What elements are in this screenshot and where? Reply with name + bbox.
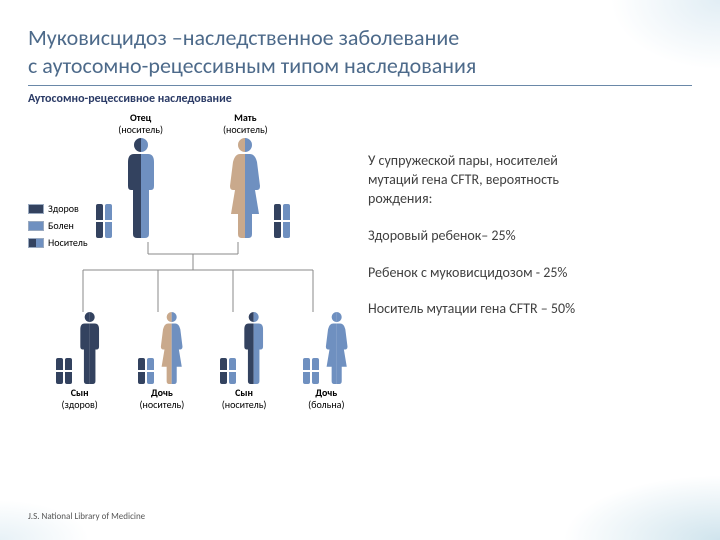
chromosome-pair — [303, 358, 319, 384]
legend-affected: Болен — [28, 219, 88, 232]
prob-healthy: Здоровый ребенок– 25% — [368, 227, 692, 246]
person-figure-male_healthy — [76, 312, 103, 384]
intro-text: У супружеской пары, носителей мутаций ге… — [368, 152, 692, 209]
chromosome-pair — [274, 204, 290, 238]
person-figure-female_affected — [323, 312, 350, 384]
decor-bottom-right — [550, 470, 720, 540]
chromosome-healthy — [274, 204, 281, 238]
chromosome-pair — [56, 358, 72, 384]
title-line-1: Муковисцидоз –наследственное заболевание — [28, 24, 692, 52]
page-title: Муковисцидоз –наследственное заболевание… — [28, 24, 692, 86]
diagram-heading: Аутосомно-рецессивное наследование — [28, 92, 358, 106]
chromosome-healthy — [220, 358, 227, 384]
child-label: Сын(носитель) — [222, 387, 267, 410]
parent-mother: Мать(носитель) — [223, 112, 290, 238]
child-3: Дочь(больна) — [303, 312, 350, 410]
chromosome-pair — [138, 358, 154, 384]
chromosome-pair — [96, 204, 112, 238]
connector-lines — [28, 242, 358, 312]
child-0: Сын(здоров) — [56, 312, 103, 410]
chromosome-pair — [220, 358, 236, 384]
child-label: Дочь(больна) — [308, 387, 344, 410]
chromosome-affected — [303, 358, 310, 384]
person-figure-female_carrier — [158, 312, 185, 384]
legend-healthy: Здоров — [28, 202, 88, 215]
chromosome-affected — [312, 358, 319, 384]
legend-label: Здоров — [48, 202, 79, 215]
legend-swatch — [28, 204, 44, 214]
person-figure-female_carrier — [226, 138, 264, 238]
inheritance-diagram: Аутосомно-рецессивное наследование Отец(… — [28, 92, 358, 410]
person-figure-male_carrier — [122, 138, 160, 238]
parent-label: Отец(носитель) — [118, 112, 163, 135]
child-2: Сын(носитель) — [220, 312, 267, 410]
title-line-2: с аутосомно-рецессивным типом наследован… — [28, 52, 692, 80]
parent-label: Мать(носитель) — [223, 112, 268, 135]
legend-label: Болен — [48, 219, 74, 232]
chromosome-healthy — [138, 358, 145, 384]
decor-top-right — [610, 0, 720, 70]
chromosome-healthy — [56, 358, 63, 384]
chromosome-affected — [229, 358, 236, 384]
parent-father: Отец(носитель) — [96, 112, 163, 238]
chromosome-affected — [105, 204, 112, 238]
chromosome-affected — [283, 204, 290, 238]
chromosome-affected — [147, 358, 154, 384]
child-label: Сын(здоров) — [62, 387, 98, 410]
child-label: Дочь(носитель) — [140, 387, 185, 410]
prob-carrier: Носитель мутации гена CFTR – 50% — [368, 300, 692, 319]
probability-text: У супружеской пары, носителей мутаций ге… — [368, 92, 692, 410]
child-1: Дочь(носитель) — [138, 312, 185, 410]
legend-swatch — [28, 221, 44, 231]
prob-affected: Ребенок с муковисцидозом - 25% — [368, 264, 692, 283]
chromosome-healthy — [96, 204, 103, 238]
citation: J.S. National Library of Medicine — [28, 511, 145, 522]
chromosome-healthy — [65, 358, 72, 384]
person-figure-male_carrier — [240, 312, 267, 384]
